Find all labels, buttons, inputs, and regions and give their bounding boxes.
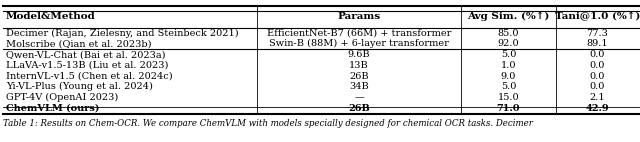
- Text: 9.6B: 9.6B: [348, 50, 371, 59]
- Text: ChemVLM (ours): ChemVLM (ours): [6, 104, 99, 113]
- Text: 26B: 26B: [349, 72, 369, 81]
- Text: 42.9: 42.9: [586, 104, 609, 113]
- Text: Molscribe (Qian et al. 2023b): Molscribe (Qian et al. 2023b): [6, 39, 151, 48]
- Text: InternVL-v1.5 (Chen et al. 2024c): InternVL-v1.5 (Chen et al. 2024c): [6, 72, 172, 81]
- Text: 0.0: 0.0: [589, 82, 605, 91]
- Text: 2.1: 2.1: [589, 93, 605, 102]
- Text: 15.0: 15.0: [498, 93, 519, 102]
- Text: GPT-4V (OpenAI 2023): GPT-4V (OpenAI 2023): [6, 93, 118, 102]
- Text: 5.0: 5.0: [500, 82, 516, 91]
- Text: Swin-B (88M) + 6-layer transformer: Swin-B (88M) + 6-layer transformer: [269, 39, 449, 48]
- Text: Yi-VL-Plus (Young et al. 2024): Yi-VL-Plus (Young et al. 2024): [6, 82, 152, 91]
- Text: 89.1: 89.1: [587, 39, 608, 48]
- Text: Decimer (Rajan, Zielesny, and Steinbeck 2021): Decimer (Rajan, Zielesny, and Steinbeck …: [6, 29, 238, 38]
- Text: 85.0: 85.0: [498, 29, 519, 38]
- Text: 26B: 26B: [348, 104, 370, 113]
- Text: Avg Sim. (%↑): Avg Sim. (%↑): [467, 12, 550, 21]
- Text: 5.0: 5.0: [500, 50, 516, 59]
- Text: 77.3: 77.3: [586, 29, 609, 38]
- Text: LLaVA-v1.5-13B (Liu et al. 2023): LLaVA-v1.5-13B (Liu et al. 2023): [6, 61, 168, 70]
- Text: 0.0: 0.0: [589, 72, 605, 81]
- Text: Qwen-VL-Chat (Bai et al. 2023a): Qwen-VL-Chat (Bai et al. 2023a): [6, 50, 165, 59]
- Text: 92.0: 92.0: [498, 39, 519, 48]
- Text: 0.0: 0.0: [589, 50, 605, 59]
- Text: 13B: 13B: [349, 61, 369, 70]
- Text: 34B: 34B: [349, 82, 369, 91]
- Text: EfficientNet-B7 (66M) + transformer: EfficientNet-B7 (66M) + transformer: [267, 29, 451, 38]
- Text: Params: Params: [337, 12, 381, 21]
- Text: Tani@1.0 (%↑): Tani@1.0 (%↑): [555, 12, 640, 21]
- Text: 1.0: 1.0: [500, 61, 516, 70]
- Text: Model&Method: Model&Method: [6, 12, 95, 21]
- Text: Table 1: Results on Chem-OCR. We compare ChemVLM with models specially designed : Table 1: Results on Chem-OCR. We compare…: [3, 119, 533, 128]
- Text: 71.0: 71.0: [497, 104, 520, 113]
- Text: 0.0: 0.0: [589, 61, 605, 70]
- Text: 9.0: 9.0: [500, 72, 516, 81]
- Text: —: —: [354, 93, 364, 102]
